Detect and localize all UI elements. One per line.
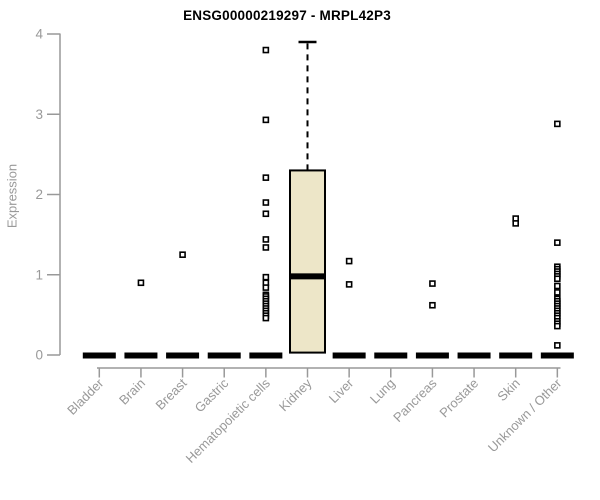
outlier-point [429, 301, 436, 309]
zero-bar [540, 352, 574, 359]
zero-bar [82, 352, 116, 359]
outlier-point [262, 210, 270, 218]
x-tick-label: Skin [494, 376, 522, 404]
outlier-point [179, 251, 186, 258]
outlier-point [262, 116, 270, 124]
outlier-point [512, 220, 520, 227]
outlier-point [429, 280, 436, 287]
zero-bar [332, 352, 366, 359]
outlier-point [554, 239, 561, 246]
zero-bar [499, 352, 533, 359]
chart-title: ENSG00000219297 - MRPL42P3 [183, 8, 391, 23]
outlier-point [554, 342, 561, 349]
outlier-point [262, 284, 270, 291]
zero-bar [166, 352, 200, 359]
y-tick-label: 4 [35, 27, 43, 42]
outlier-point [554, 275, 561, 283]
zero-bar [207, 352, 241, 359]
x-tick-label: Breast [153, 375, 190, 412]
x-tick-label: Liver [326, 375, 357, 406]
zero-bar [457, 352, 491, 359]
outlier-point [345, 281, 353, 288]
outlier-point [137, 279, 145, 287]
y-tick-label: 0 [35, 348, 43, 363]
outlier-point [554, 282, 561, 290]
x-tick-label: Pancreas [390, 375, 440, 425]
zero-bar [415, 352, 449, 359]
outlier-point [262, 46, 270, 54]
median-line [290, 273, 325, 280]
outlier-point [554, 322, 561, 330]
zero-bar [124, 352, 158, 359]
outlier-point [262, 273, 270, 281]
outlier-point [345, 257, 353, 265]
x-tick-label: Prostate [436, 376, 481, 421]
x-tick-label: Unknown / Other [485, 375, 565, 455]
outlier-point [262, 244, 270, 251]
x-tick-label: Lung [367, 376, 398, 407]
box [289, 169, 326, 354]
y-tick-label: 1 [35, 267, 43, 282]
y-tick-label: 2 [35, 187, 43, 202]
x-tick-label: Gastric [192, 375, 232, 415]
zero-bar [374, 352, 408, 359]
outlier-point [554, 289, 561, 296]
x-tick-label: Brain [116, 376, 148, 408]
y-tick-label: 3 [35, 107, 43, 122]
zero-bar [249, 352, 283, 359]
outlier-point [262, 314, 270, 322]
x-tick-label: Bladder [64, 375, 107, 418]
outlier-point [262, 236, 270, 243]
outlier-point [554, 120, 561, 128]
outlier-point [262, 174, 270, 181]
x-tick-label: Kidney [276, 375, 315, 414]
outlier-point [262, 199, 270, 206]
